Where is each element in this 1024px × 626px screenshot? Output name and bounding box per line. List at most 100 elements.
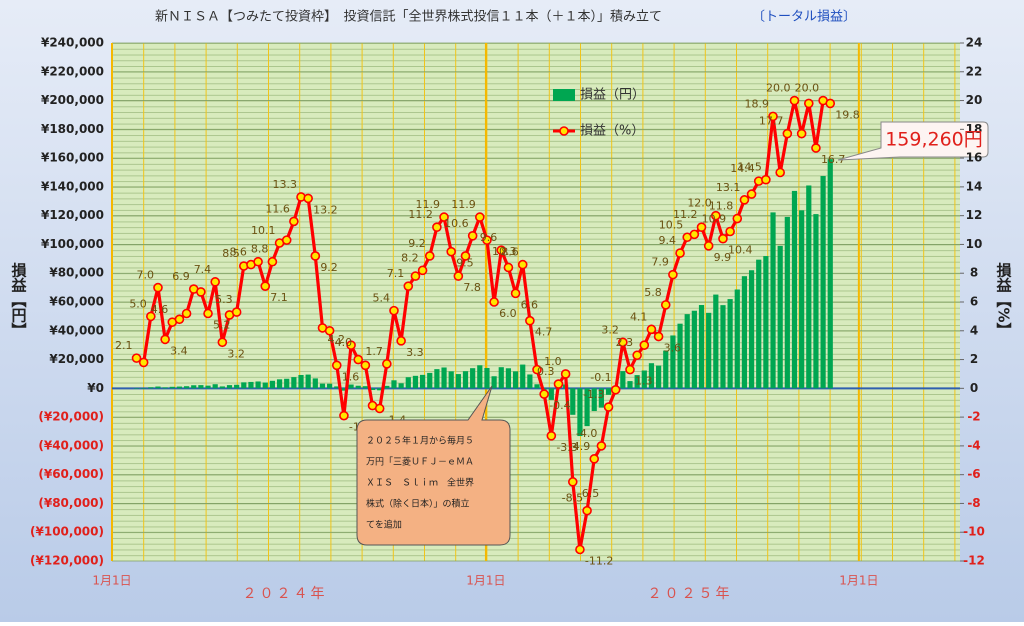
marker (181, 308, 192, 319)
bar (627, 381, 633, 389)
legend-marker (559, 126, 569, 136)
bar (183, 386, 190, 389)
y2-tick-label: -2 (967, 410, 980, 424)
data-label: 19.8 (835, 108, 860, 121)
marker (432, 222, 442, 232)
bar (727, 299, 733, 389)
y-tick-label: (¥80,000) (38, 496, 104, 510)
bar (470, 368, 476, 389)
data-label: 5.8 (644, 286, 662, 299)
bar (162, 387, 168, 389)
bar (434, 369, 440, 389)
y-tick-label: ¥180,000 (41, 122, 104, 136)
data-label: 4.0 (335, 336, 353, 349)
y-tick-label: ¥200,000 (41, 93, 104, 107)
data-label: 10.9 (702, 212, 727, 225)
marker (625, 364, 635, 375)
legend-swatch (553, 89, 575, 101)
data-label: 12.0 (687, 197, 712, 210)
marker (689, 229, 700, 240)
y2-tick-label: 8 (970, 266, 978, 280)
marker (653, 331, 664, 342)
bar (248, 381, 254, 389)
bar (799, 210, 805, 389)
bar (291, 377, 297, 389)
bar (169, 386, 175, 389)
data-label: 20.0 (795, 82, 820, 95)
bar (255, 381, 261, 389)
data-label: 6.0 (499, 307, 517, 320)
bar (548, 388, 554, 400)
marker (496, 245, 507, 255)
data-label: 17.7 (759, 115, 784, 128)
bar (198, 385, 204, 389)
data-label: 1.3 (635, 375, 653, 388)
bar (577, 388, 583, 437)
marker (525, 315, 535, 326)
data-label: -8.5 (562, 492, 583, 505)
marker (439, 212, 449, 222)
bar (462, 371, 469, 389)
y2-tick-label: -10 (963, 525, 985, 539)
y2-tick-label: 24 (966, 36, 983, 50)
bar (141, 388, 147, 389)
data-label: 2.1 (115, 339, 133, 352)
bar (677, 323, 683, 389)
data-label: 7.9 (651, 256, 669, 269)
y2-tick-label: 10 (966, 237, 983, 251)
data-label: 10.4 (728, 244, 753, 257)
data-label: 4.7 (535, 326, 553, 339)
marker (789, 95, 800, 106)
bar (284, 378, 290, 389)
bar (827, 159, 833, 389)
bar (384, 385, 390, 389)
data-label: -3.3 (556, 441, 577, 454)
bar (348, 384, 354, 389)
bar (527, 374, 533, 389)
marker (396, 336, 406, 346)
bar (334, 386, 340, 389)
bar (505, 368, 512, 389)
marker (374, 403, 385, 414)
bar (226, 385, 233, 389)
bar (369, 388, 376, 390)
marker (281, 235, 292, 245)
y2-axis-label: 損益【%】 (995, 262, 1013, 338)
marker (174, 314, 185, 325)
marker (331, 360, 342, 371)
marker (546, 431, 557, 441)
marker (589, 454, 600, 464)
bar (648, 363, 655, 389)
bar (448, 371, 454, 389)
marker (503, 262, 514, 273)
data-label: 3.2 (601, 323, 619, 336)
bar (176, 386, 183, 389)
marker (603, 402, 614, 412)
data-label: 9.2 (408, 237, 426, 250)
bar (133, 388, 140, 389)
bar (748, 270, 755, 389)
marker (482, 235, 492, 245)
bar (641, 370, 647, 389)
data-label: 5.3 (215, 293, 233, 306)
y-tick-label: (¥60,000) (38, 467, 104, 481)
x-tick-label: 1月1日 (466, 574, 505, 588)
y2-tick-label: 22 (966, 64, 983, 78)
bar (684, 314, 690, 389)
marker (131, 353, 142, 363)
bar (148, 387, 154, 389)
bar (520, 364, 526, 389)
marker (510, 288, 521, 299)
marker (424, 251, 435, 261)
marker (260, 281, 271, 291)
y2-tick-label: 20 (966, 93, 983, 107)
marker (417, 265, 428, 276)
data-label: 3.2 (227, 347, 245, 360)
marker (138, 357, 149, 368)
bar (820, 175, 826, 389)
data-label: 5.0 (129, 297, 147, 310)
bar (813, 214, 819, 389)
data-label: 3.4 (170, 344, 188, 357)
year-label: ２０２４年 (243, 586, 328, 602)
